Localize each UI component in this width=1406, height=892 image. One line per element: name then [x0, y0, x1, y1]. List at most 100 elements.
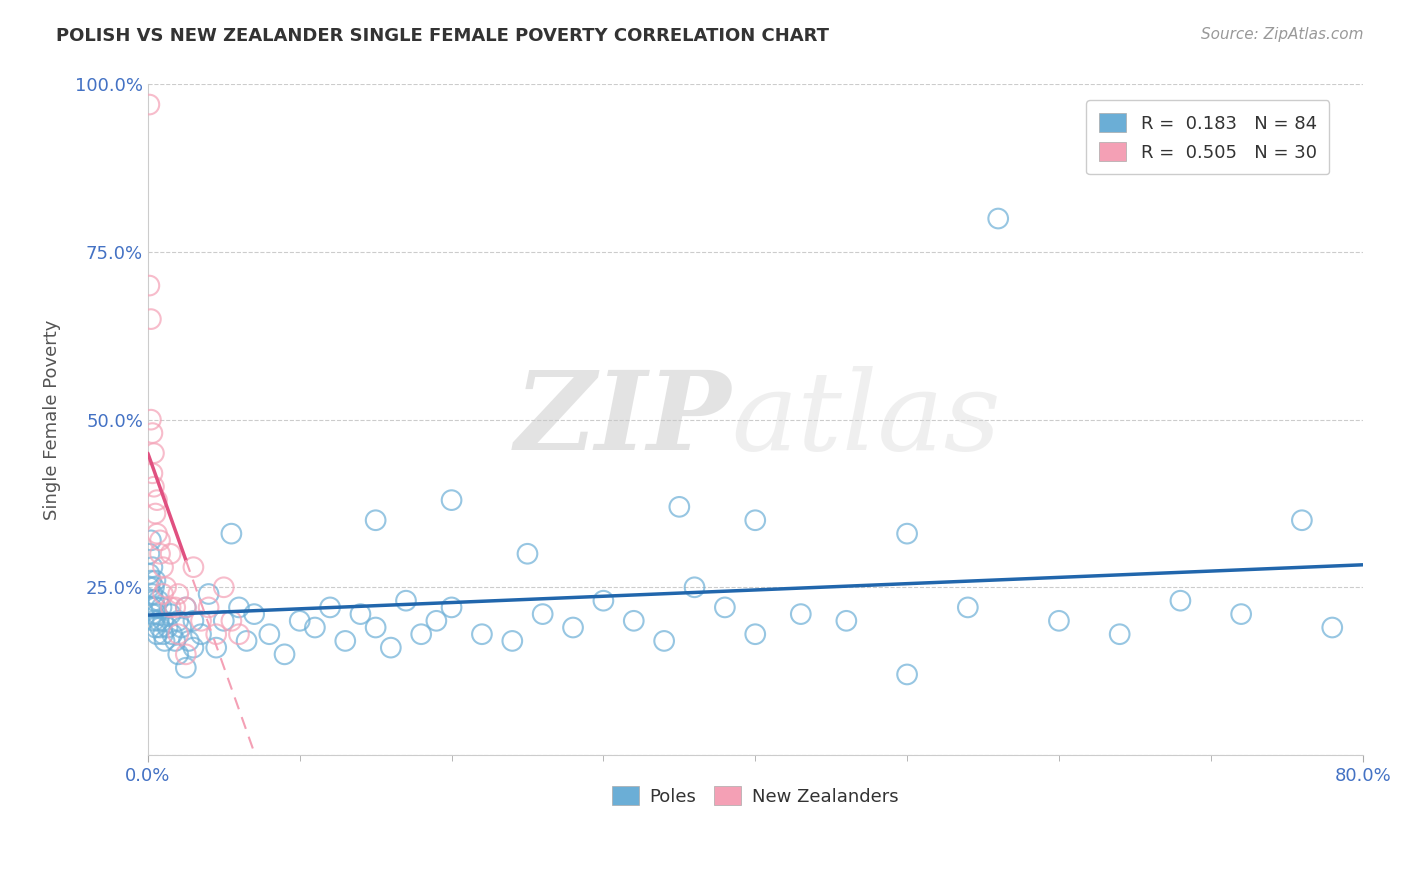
Point: [205, 640, 228, 655]
Point: [146, 526, 169, 541]
Point: [142, 593, 165, 607]
Point: [146, 627, 169, 641]
Point: [167, 587, 190, 601]
Point: [259, 627, 281, 641]
Point: [205, 627, 228, 641]
Point: [159, 600, 181, 615]
Point: [150, 600, 173, 615]
Text: atlas: atlas: [731, 366, 1001, 474]
Point: [159, 547, 181, 561]
Point: [1291, 513, 1313, 527]
Point: [380, 640, 402, 655]
Point: [174, 600, 197, 615]
Point: [145, 507, 167, 521]
Point: [174, 600, 197, 615]
Point: [148, 614, 170, 628]
Text: Source: ZipAtlas.com: Source: ZipAtlas.com: [1201, 27, 1364, 42]
Point: [1047, 614, 1070, 628]
Point: [152, 614, 174, 628]
Point: [221, 614, 243, 628]
Point: [212, 580, 235, 594]
Point: [167, 614, 190, 628]
Point: [149, 547, 172, 561]
Point: [141, 560, 163, 574]
Point: [349, 607, 371, 621]
Point: [148, 593, 170, 607]
Point: [516, 547, 538, 561]
Point: [139, 312, 162, 326]
Point: [212, 614, 235, 628]
Point: [501, 634, 523, 648]
Point: [165, 634, 187, 648]
Point: [142, 580, 165, 594]
Point: [159, 607, 181, 621]
Point: [183, 560, 205, 574]
Point: [896, 667, 918, 681]
Point: [335, 634, 357, 648]
Point: [835, 614, 858, 628]
Point: [174, 661, 197, 675]
Point: [273, 648, 295, 662]
Point: [744, 627, 766, 641]
Point: [156, 620, 179, 634]
Point: [141, 426, 163, 441]
Point: [592, 593, 614, 607]
Point: [683, 580, 706, 594]
Point: [1322, 620, 1344, 634]
Text: POLISH VS NEW ZEALANDER SINGLE FEMALE POVERTY CORRELATION CHART: POLISH VS NEW ZEALANDER SINGLE FEMALE PO…: [56, 27, 830, 45]
Point: [562, 620, 585, 634]
Point: [141, 467, 163, 481]
Point: [165, 600, 187, 615]
Point: [471, 627, 494, 641]
Point: [152, 587, 174, 601]
Point: [139, 412, 162, 426]
Point: [440, 493, 463, 508]
Point: [138, 566, 160, 581]
Point: [160, 627, 183, 641]
Point: [142, 480, 165, 494]
Point: [145, 574, 167, 588]
Point: [170, 620, 193, 634]
Point: [364, 620, 387, 634]
Point: [221, 526, 243, 541]
Point: [1108, 627, 1130, 641]
Point: [139, 533, 162, 548]
Point: [141, 607, 163, 621]
Point: [235, 634, 257, 648]
Point: [1170, 593, 1192, 607]
Point: [364, 513, 387, 527]
Point: [243, 607, 266, 621]
Point: [714, 600, 737, 615]
Point: [141, 587, 163, 601]
Point: [138, 97, 160, 112]
Point: [652, 634, 675, 648]
Point: [744, 513, 766, 527]
Point: [790, 607, 813, 621]
Point: [228, 627, 250, 641]
Point: [145, 600, 167, 615]
Point: [531, 607, 554, 621]
Point: [228, 600, 250, 615]
Point: [139, 600, 162, 615]
Point: [190, 627, 212, 641]
Point: [440, 600, 463, 615]
Point: [197, 587, 219, 601]
Point: [146, 607, 169, 621]
Y-axis label: Single Female Poverty: Single Female Poverty: [44, 319, 60, 520]
Point: [152, 560, 174, 574]
Point: [411, 627, 433, 641]
Point: [896, 526, 918, 541]
Point: [167, 648, 190, 662]
Point: [138, 278, 160, 293]
Point: [145, 620, 167, 634]
Text: ZIP: ZIP: [515, 366, 731, 474]
Point: [142, 614, 165, 628]
Point: [183, 640, 205, 655]
Point: [304, 620, 326, 634]
Point: [425, 614, 447, 628]
Point: [319, 600, 342, 615]
Point: [183, 614, 205, 628]
Point: [174, 648, 197, 662]
Point: [139, 574, 162, 588]
Point: [956, 600, 979, 615]
